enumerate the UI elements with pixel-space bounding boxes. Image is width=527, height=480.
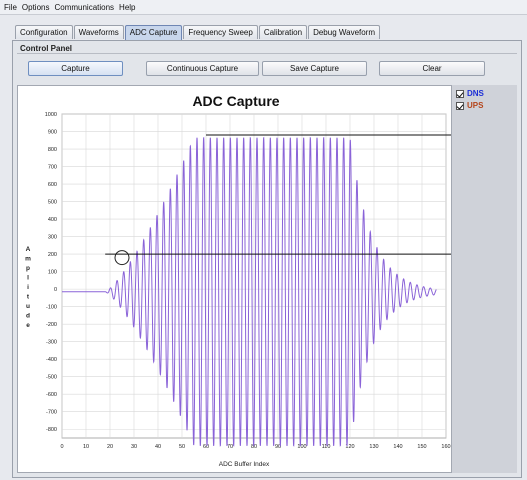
legend-panel: DNS UPS — [451, 85, 517, 473]
y-axis-label-letter: p — [26, 265, 30, 272]
x-tick-label: 110 — [322, 444, 331, 450]
y-axis-label-letter: u — [26, 303, 30, 310]
y-axis-label-letter: A — [26, 246, 31, 253]
y-tick-label: 500 — [48, 200, 57, 206]
y-tick-label: -300 — [46, 340, 57, 346]
y-axis-label-letter: m — [25, 256, 31, 263]
control-panel-title: Control Panel — [20, 44, 73, 53]
tab-strip: Configuration Waveforms ADC Capture Freq… — [15, 25, 381, 40]
y-axis-label-letter: d — [26, 313, 30, 320]
y-tick-label: 900 — [48, 130, 57, 136]
x-tick-label: 100 — [297, 444, 306, 450]
x-tick-label: 120 — [345, 444, 354, 450]
x-tick-label: 80 — [251, 444, 257, 450]
tab-waveforms[interactable]: Waveforms — [73, 25, 124, 39]
menu-communications[interactable]: Communications — [54, 2, 115, 12]
y-tick-label: -500 — [46, 375, 57, 381]
x-axis-label: ADC Buffer Index — [219, 461, 270, 468]
y-tick-label: 0 — [54, 287, 57, 293]
control-panel: Capture Continuous Capture Save Capture … — [17, 53, 517, 80]
save-capture-button[interactable]: Save Capture — [262, 61, 367, 76]
ups-checkbox[interactable] — [456, 101, 464, 110]
y-axis-label-letter: l — [27, 275, 29, 282]
x-tick-label: 140 — [393, 444, 402, 450]
y-tick-label: -600 — [46, 392, 57, 398]
y-axis-label-letter: i — [27, 284, 29, 291]
y-tick-label: 1000 — [45, 112, 57, 118]
tab-adc-capture[interactable]: ADC Capture — [124, 25, 183, 40]
menu-file[interactable]: File — [4, 2, 17, 12]
annotation-circle — [114, 250, 130, 266]
y-axis-ticks: 10009008007006005004003002001000-100-200… — [45, 112, 57, 433]
y-tick-label: -200 — [46, 322, 57, 328]
y-axis-label-letter: e — [26, 322, 30, 329]
plot-area: ADC Capture 1000 900 800 700 600 500 400 300 200… — [17, 85, 517, 473]
x-tick-label: 10 — [83, 444, 89, 450]
legend-label-ups: UPS — [467, 101, 484, 110]
y-axis-label-letter: t — [27, 294, 30, 301]
y-tick-label: 700 — [48, 165, 57, 171]
tab-debug-waveform[interactable]: Debug Waveform — [308, 25, 381, 39]
y-tick-label: 600 — [48, 182, 57, 188]
y-tick-label: -800 — [46, 427, 57, 433]
legend-label-dns: DNS — [467, 89, 484, 98]
y-tick-label: -100 — [46, 305, 57, 311]
menu-options[interactable]: Options — [21, 2, 50, 12]
adc-capture-chart: ADC Capture 1000900800700600500400300200… — [25, 93, 506, 468]
x-tick-label: 130 — [369, 444, 378, 450]
y-tick-label: 300 — [48, 235, 57, 241]
chart-grid — [61, 113, 447, 439]
x-tick-label: 30 — [131, 444, 137, 450]
x-tick-label: 70 — [227, 444, 233, 450]
tab-configuration[interactable]: Configuration — [15, 25, 73, 39]
x-tick-label: 50 — [179, 444, 185, 450]
continuous-capture-button[interactable]: Continuous Capture — [146, 61, 259, 76]
chart-title: ADC Capture — [192, 93, 279, 109]
y-tick-label: -400 — [46, 357, 57, 363]
y-tick-label: 200 — [48, 252, 57, 258]
x-tick-label: 60 — [203, 444, 209, 450]
y-tick-label: 100 — [48, 270, 57, 276]
x-tick-label: 40 — [155, 444, 161, 450]
series-line-dns — [62, 136, 437, 447]
y-tick-label: -700 — [46, 410, 57, 416]
x-tick-label: 160 — [441, 444, 450, 450]
capture-button[interactable]: Capture — [28, 61, 123, 76]
x-tick-label: 150 — [417, 444, 426, 450]
clear-button[interactable]: Clear — [379, 61, 485, 76]
legend-item-ups[interactable]: UPS — [456, 101, 483, 110]
x-tick-label: 0 — [60, 444, 63, 450]
menu-help[interactable]: Help — [119, 2, 136, 12]
x-axis-ticks: 0 10 20 30 40 50 60 70 80 90 100 110 120 130 140 150 160 — [60, 444, 450, 450]
x-tick-label: 20 — [107, 444, 113, 450]
y-tick-label: 400 — [48, 217, 57, 223]
x-tick-label: 90 — [275, 444, 281, 450]
y-tick-label: 800 — [48, 147, 57, 153]
menu-bar: File Options Communications Help — [0, 0, 527, 15]
tab-frequency-sweep[interactable]: Frequency Sweep — [183, 25, 258, 39]
legend-item-dns[interactable]: DNS — [456, 89, 484, 98]
dns-checkbox[interactable] — [456, 89, 464, 98]
tab-calibration[interactable]: Calibration — [258, 25, 308, 39]
